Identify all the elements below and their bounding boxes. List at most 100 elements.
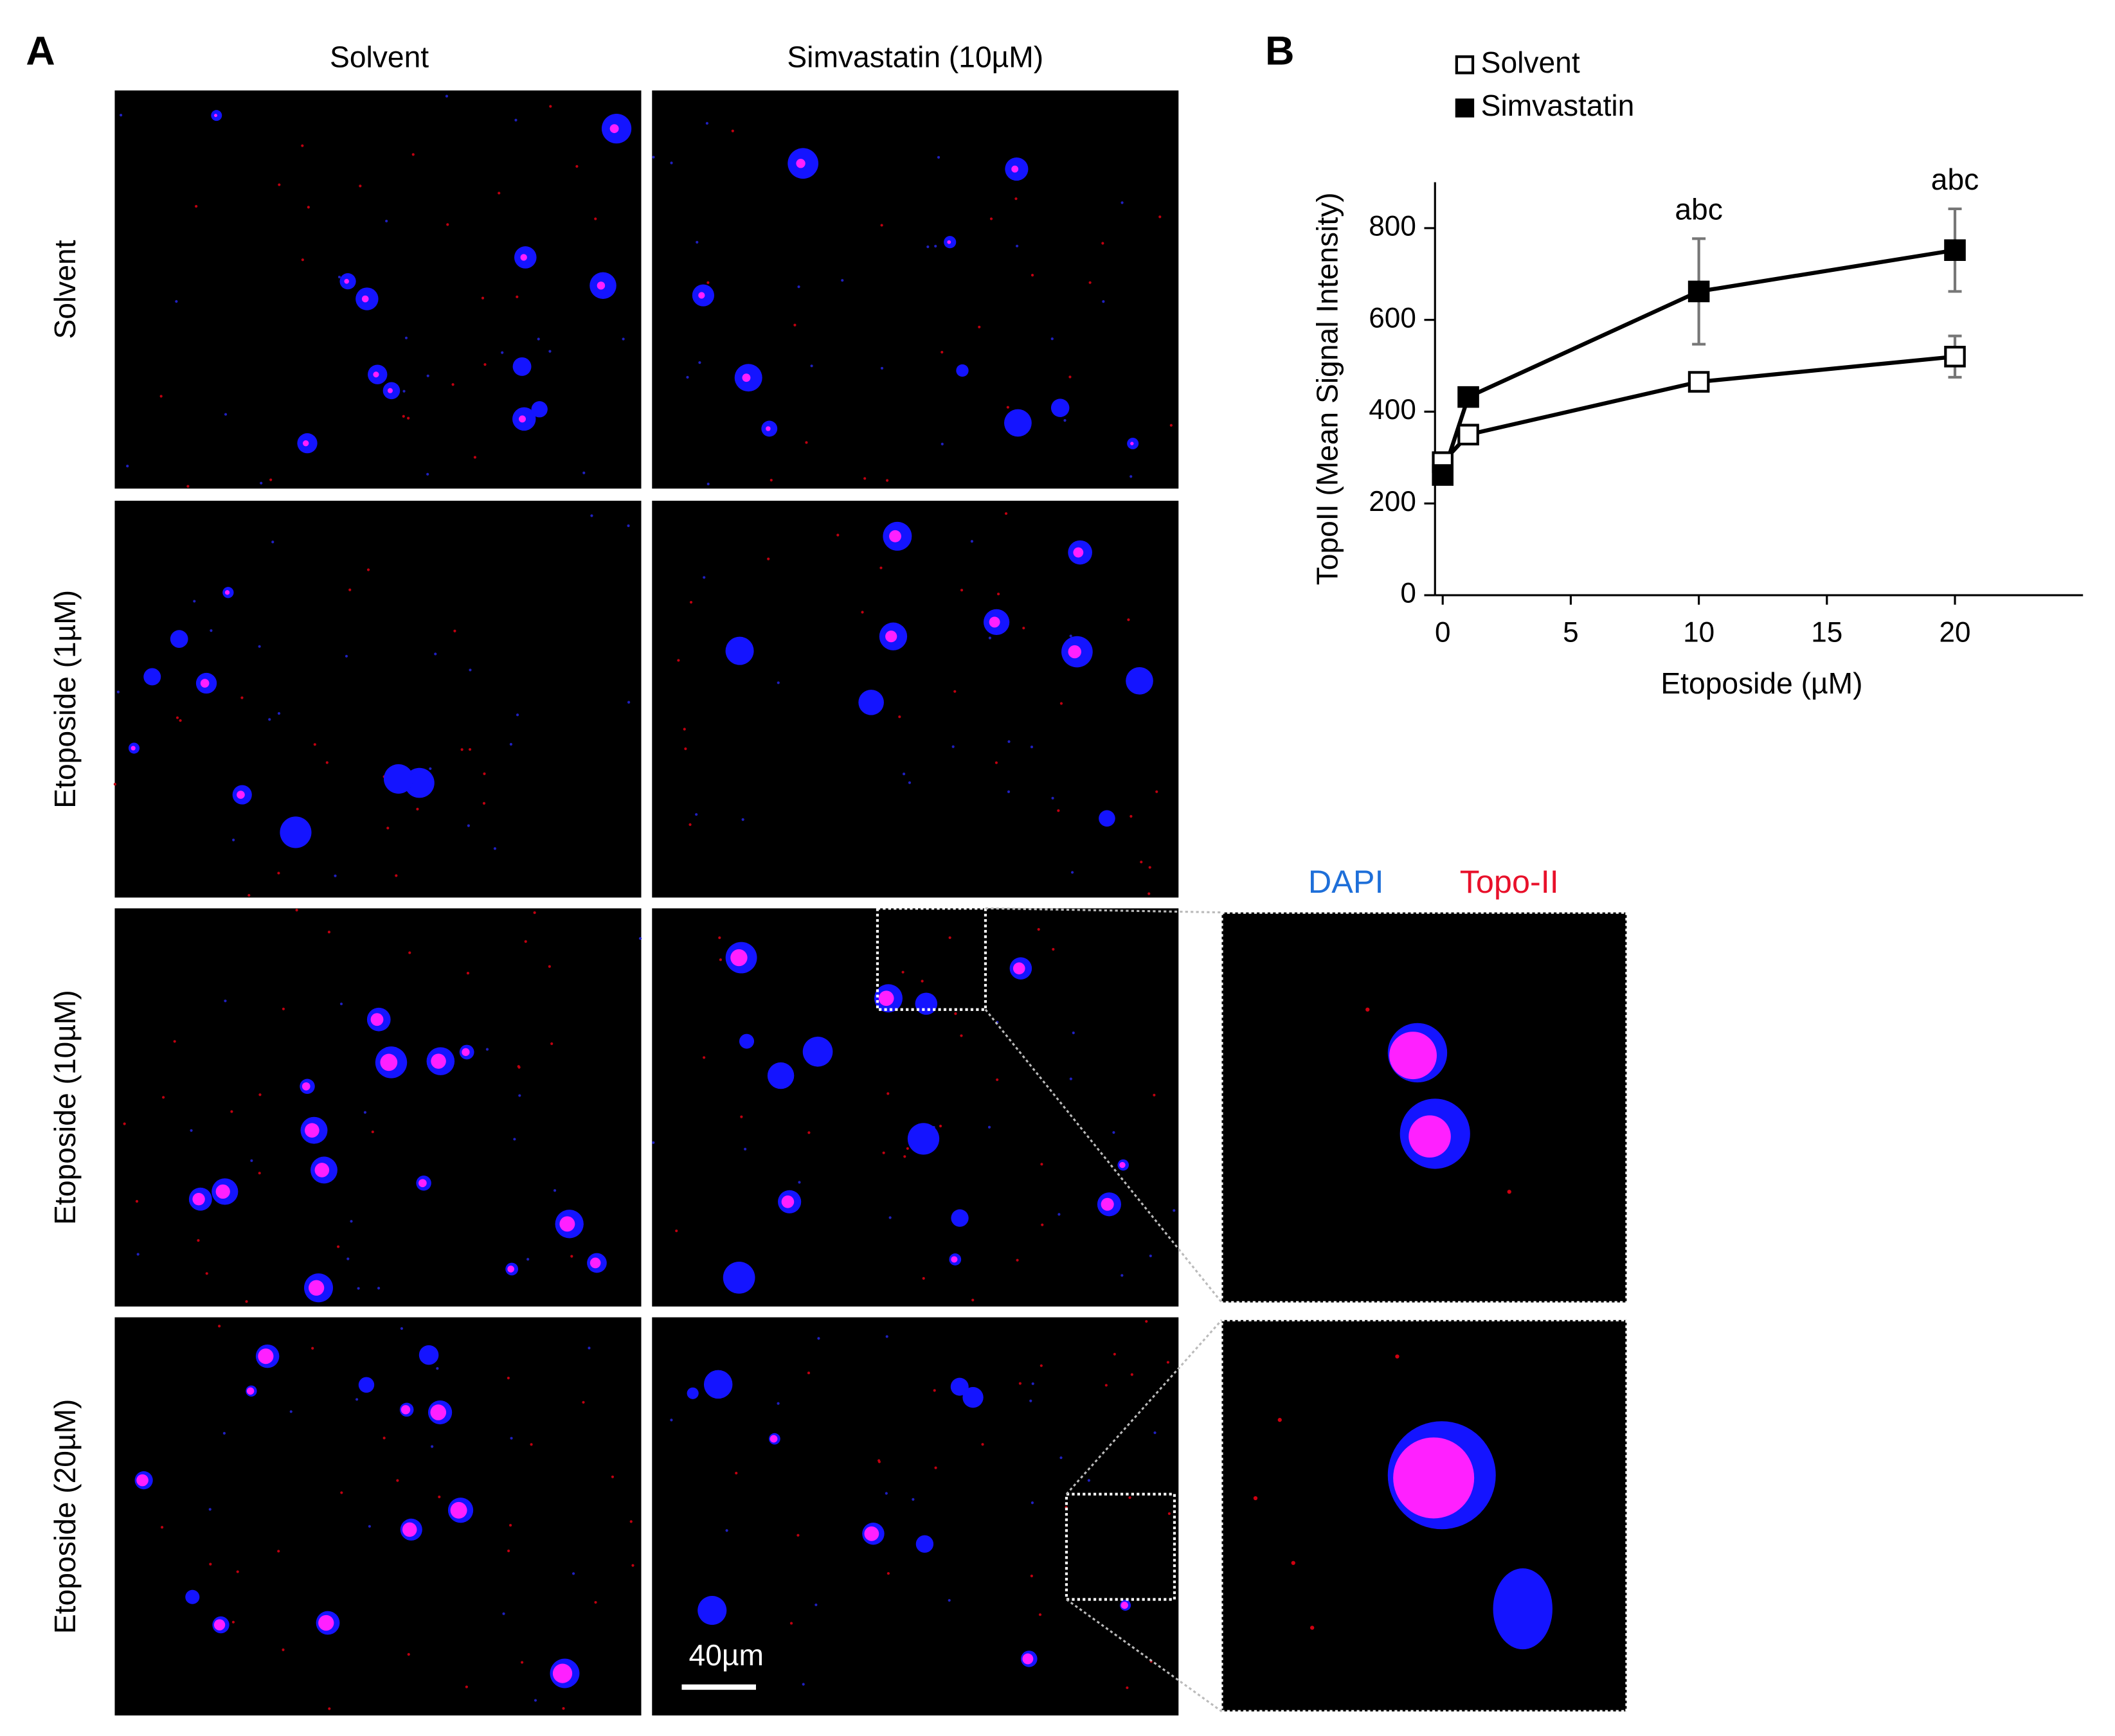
speck bbox=[550, 1042, 554, 1045]
speck bbox=[836, 533, 840, 537]
speck bbox=[277, 711, 281, 715]
cell-signal bbox=[200, 679, 210, 688]
cell bbox=[687, 1387, 699, 1399]
speck bbox=[501, 351, 504, 354]
speck bbox=[882, 1151, 885, 1154]
speck bbox=[1365, 1007, 1370, 1012]
cell-signal bbox=[246, 1387, 255, 1395]
speck bbox=[516, 713, 519, 717]
zoom-connector bbox=[985, 907, 1222, 914]
speck bbox=[981, 1443, 984, 1446]
speck bbox=[268, 718, 271, 721]
speck bbox=[1130, 1373, 1133, 1376]
cell-signal bbox=[519, 415, 526, 423]
speck bbox=[937, 156, 941, 159]
speck bbox=[509, 1523, 512, 1527]
speck bbox=[903, 1155, 906, 1158]
cell bbox=[915, 1535, 934, 1553]
speck bbox=[611, 1475, 615, 1478]
speck bbox=[438, 1495, 441, 1499]
speck bbox=[400, 1327, 404, 1330]
speck bbox=[590, 514, 593, 517]
speck bbox=[502, 1612, 505, 1615]
speck bbox=[1113, 1352, 1116, 1356]
speck bbox=[1126, 1686, 1129, 1690]
x-tick-label: 0 bbox=[1435, 617, 1451, 649]
speck bbox=[328, 1707, 331, 1710]
row-label: Etoposide (10µM) bbox=[48, 990, 82, 1224]
speck bbox=[1030, 1501, 1034, 1505]
speck bbox=[453, 629, 456, 632]
cell-signal bbox=[430, 1404, 447, 1420]
speck bbox=[509, 742, 512, 746]
speck bbox=[861, 611, 864, 614]
speck bbox=[395, 874, 398, 877]
cell bbox=[962, 1387, 984, 1408]
cell bbox=[185, 1589, 200, 1604]
speck bbox=[670, 161, 673, 165]
speck bbox=[921, 980, 924, 983]
speck bbox=[1169, 424, 1173, 427]
speck bbox=[1072, 1031, 1075, 1035]
cell-signal bbox=[1389, 1032, 1437, 1080]
speck bbox=[468, 747, 472, 751]
speck bbox=[880, 224, 883, 227]
speck bbox=[1120, 201, 1124, 204]
speck bbox=[1052, 947, 1055, 951]
speck bbox=[277, 872, 280, 875]
speck bbox=[1041, 1223, 1044, 1226]
stain-label: Topo-II bbox=[1460, 863, 1559, 900]
speck bbox=[1030, 1574, 1033, 1578]
y-tick-label: 200 bbox=[1369, 486, 1416, 517]
micrograph bbox=[652, 90, 1179, 489]
speck bbox=[161, 1096, 165, 1099]
speck bbox=[725, 1529, 728, 1532]
chart: 0 200 400 600 800 0 5 10 15 20 Etoposide (µM) TopoI… bbox=[1311, 46, 2084, 700]
cell-signal bbox=[796, 159, 806, 168]
speck bbox=[805, 441, 808, 444]
speck bbox=[465, 1685, 468, 1688]
speck bbox=[719, 958, 722, 962]
cell-signal bbox=[192, 1193, 205, 1206]
x-tick-label: 20 bbox=[1940, 617, 1971, 649]
speck bbox=[493, 847, 497, 850]
row-label: Etoposide (1µM) bbox=[48, 590, 82, 809]
cell bbox=[907, 1123, 940, 1155]
speck bbox=[429, 767, 432, 771]
speck bbox=[902, 773, 906, 776]
cell-signal bbox=[889, 530, 901, 542]
cell-signal bbox=[597, 282, 606, 290]
speck bbox=[695, 813, 698, 816]
cell bbox=[802, 1036, 833, 1067]
speck bbox=[740, 1115, 743, 1118]
cell bbox=[383, 764, 413, 794]
legend-label: Solvent bbox=[1481, 46, 1580, 79]
speck bbox=[325, 761, 328, 764]
speck bbox=[1102, 300, 1105, 303]
speck bbox=[507, 1549, 510, 1553]
speck bbox=[696, 240, 699, 244]
speck bbox=[995, 761, 998, 764]
speck bbox=[951, 745, 955, 748]
speck bbox=[1006, 406, 1009, 409]
speck bbox=[507, 1376, 510, 1380]
speck bbox=[466, 971, 470, 975]
speck bbox=[1148, 866, 1151, 869]
speck bbox=[885, 479, 889, 482]
speck bbox=[1130, 475, 1133, 478]
speck bbox=[1173, 1209, 1176, 1212]
speck bbox=[1070, 871, 1074, 874]
cell-signal bbox=[431, 1053, 446, 1069]
cell bbox=[703, 1370, 733, 1399]
speck bbox=[1130, 815, 1133, 818]
speck bbox=[570, 1255, 573, 1258]
cell-signal bbox=[770, 1435, 778, 1443]
speck bbox=[483, 772, 486, 775]
speck bbox=[582, 1400, 585, 1404]
cell-signal bbox=[370, 1013, 384, 1026]
speck bbox=[841, 279, 844, 282]
speck bbox=[386, 827, 390, 830]
speck bbox=[1069, 1077, 1072, 1080]
speck bbox=[396, 1479, 399, 1482]
stain-label: DAPI bbox=[1308, 863, 1384, 900]
